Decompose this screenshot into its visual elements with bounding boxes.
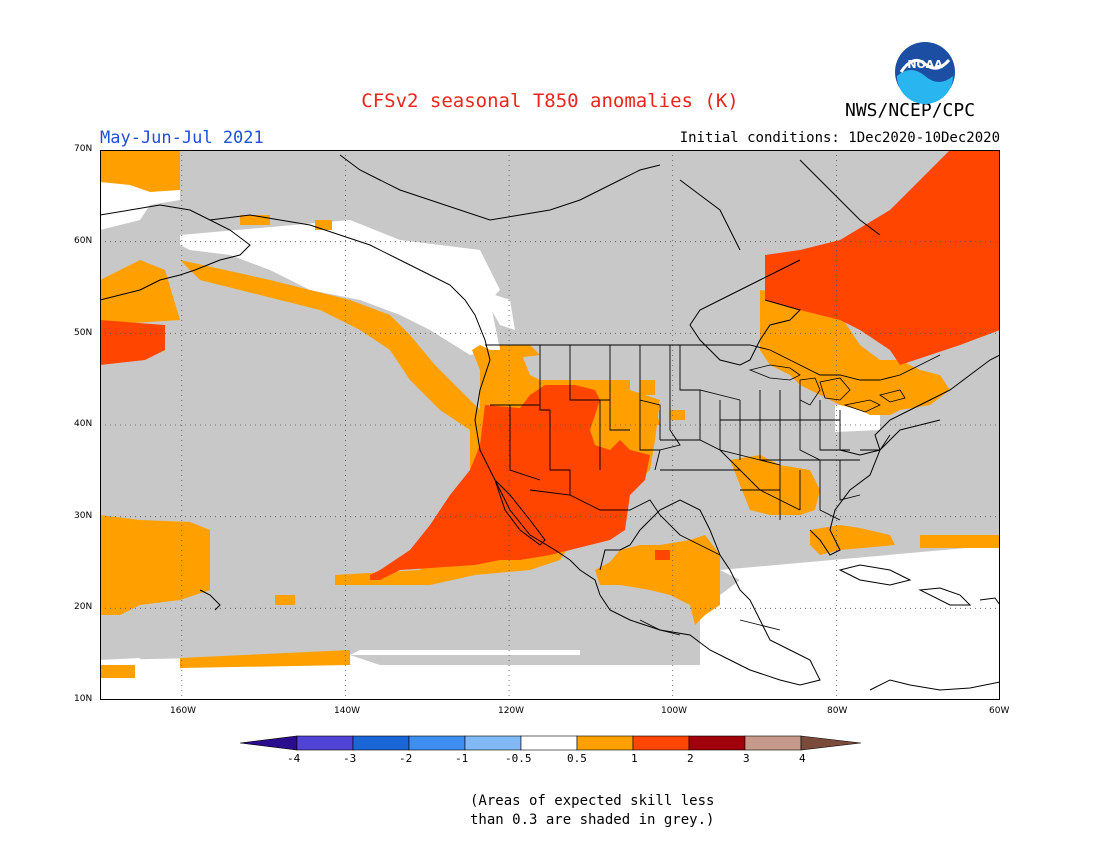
lat-label-40n: 40N — [74, 419, 93, 429]
colorbar-label-minus1: -1 — [455, 752, 469, 765]
logo-gull — [899, 58, 951, 73]
colorbar-label-minus4: -4 — [287, 752, 301, 765]
colorbar-cell-gt-4 — [800, 735, 862, 751]
lon-label-120w: 120W — [498, 706, 525, 716]
colorbar-label-minus3: -3 — [343, 752, 357, 765]
colorbar-cell-minus4-minus3 — [296, 735, 354, 751]
colorbar-cell-minus2-minus1 — [408, 735, 466, 751]
lon-label-60w: 60W — [989, 706, 1010, 716]
lat-label-50n: 50N — [74, 328, 93, 338]
colorbar-cell-minus3-minus2 — [352, 735, 410, 751]
colorbar-cell-3-4 — [744, 735, 802, 751]
colorbar-label-2: 2 — [687, 752, 694, 765]
map-frame — [100, 150, 1000, 700]
colorbar-label-05: 0.5 — [567, 752, 587, 765]
colorbar-label-minus2: -2 — [399, 752, 413, 765]
chart-title: CFSv2 seasonal T850 anomalies (K) — [361, 90, 739, 112]
anomaly-map — [100, 150, 1000, 700]
lat-label-20n: 20N — [74, 602, 93, 612]
skill-footnote-line-1: (Areas of expected skill less — [470, 793, 715, 809]
lat-label-60n: 60N — [74, 236, 93, 246]
lon-label-160w: 160W — [170, 706, 197, 716]
lat-label-30n: 30N — [74, 511, 93, 521]
skill-footnote: (Areas of expected skill less than 0.3 a… — [470, 792, 714, 830]
lat-label-70n: 70N — [74, 144, 93, 154]
great-lakes — [748, 364, 906, 413]
logo-wave — [897, 70, 953, 104]
colorbar-cell-minus05-05 — [520, 735, 578, 751]
season-label: May-Jun-Jul 2021 — [100, 128, 264, 148]
lon-label-80w: 80W — [827, 706, 848, 716]
colorbar-cell-lt-minus4 — [240, 735, 298, 751]
colorbar — [240, 735, 862, 751]
agency-label: NWS/NCEP/CPC — [845, 100, 976, 121]
colorbar-label-4: 4 — [799, 752, 806, 765]
colorbar-cell-05-1 — [576, 735, 634, 751]
lon-label-100w: 100W — [661, 706, 688, 716]
anomaly-1-2-regions — [100, 150, 1000, 580]
colorbar-cell-1-2 — [632, 735, 690, 751]
lat-label-10n: 10N — [74, 694, 93, 704]
political-borders — [485, 344, 941, 636]
colorbar-label-3: 3 — [743, 752, 750, 765]
colorbar-label-1: 1 — [631, 752, 638, 765]
lon-label-140w: 140W — [334, 706, 361, 716]
colorbar-cell-2-3 — [688, 735, 746, 751]
colorbar-cell-minus1-minus05 — [464, 735, 522, 751]
colorbar-label-minus05: -0.5 — [505, 752, 532, 765]
logo-text: NOAA — [907, 58, 943, 71]
initial-conditions-label: Initial conditions: 1Dec2020-10Dec2020 — [679, 130, 1000, 146]
coastlines — [100, 154, 1000, 691]
noaa-logo: NOAA — [895, 42, 955, 104]
skill-footnote-line-2: than 0.3 are shaded in grey.) — [470, 812, 715, 828]
